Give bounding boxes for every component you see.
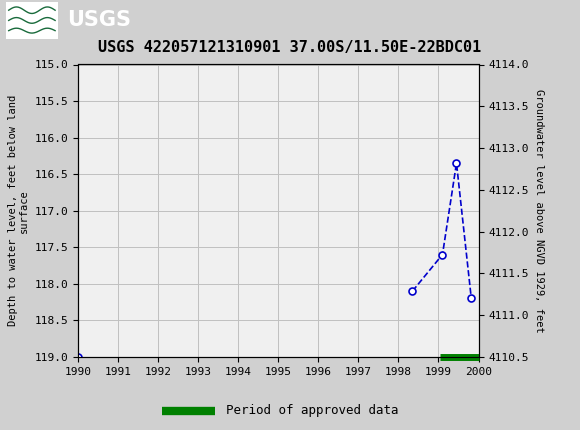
Text: USGS 422057121310901 37.00S/11.50E-22BDC01: USGS 422057121310901 37.00S/11.50E-22BDC…	[99, 40, 481, 55]
Bar	[6, 2, 58, 39]
Text: USGS: USGS	[67, 10, 130, 31]
Text: Period of approved data: Period of approved data	[226, 404, 398, 417]
Y-axis label: Groundwater level above NGVD 1929, feet: Groundwater level above NGVD 1929, feet	[534, 89, 544, 332]
Y-axis label: Depth to water level, feet below land
surface: Depth to water level, feet below land su…	[8, 95, 29, 326]
